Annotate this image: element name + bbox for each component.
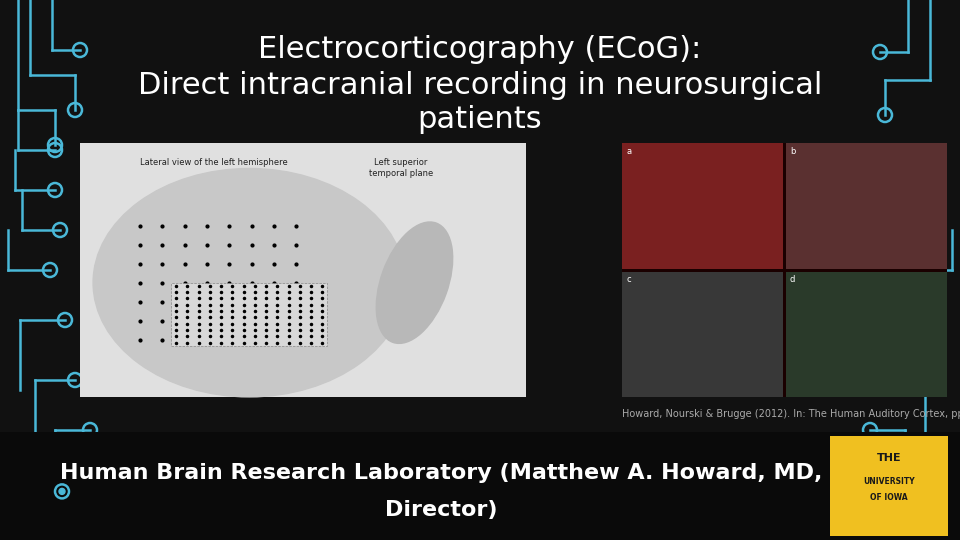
Bar (80, 143, 526, 397)
Text: UNIVERSITY: UNIVERSITY (863, 476, 915, 485)
Bar (622, 143, 782, 268)
Text: Left superior
temporal plane: Left superior temporal plane (369, 158, 433, 178)
Text: a: a (626, 147, 632, 156)
Text: Lateral view of the left hemisphere: Lateral view of the left hemisphere (140, 158, 287, 167)
Text: patients: patients (418, 105, 542, 134)
Bar (171, 283, 327, 346)
Circle shape (59, 488, 65, 495)
Text: Director): Director) (385, 500, 498, 520)
Ellipse shape (93, 168, 405, 397)
Bar (830, 436, 948, 536)
Text: b: b (790, 147, 795, 156)
Bar (622, 272, 782, 397)
Text: Human Brain Research Laboratory (Matthew A. Howard, MD,: Human Brain Research Laboratory (Matthew… (60, 463, 823, 483)
Text: Direct intracranial recording in neurosurgical: Direct intracranial recording in neurosu… (138, 71, 822, 99)
Text: THE: THE (876, 453, 901, 463)
Bar (622, 143, 947, 397)
Text: Electrocorticography (ECoG):: Electrocorticography (ECoG): (258, 36, 702, 64)
Text: d: d (790, 275, 795, 285)
Bar (0, 432, 960, 540)
Ellipse shape (376, 222, 453, 343)
Bar (786, 143, 947, 268)
Text: c: c (626, 275, 631, 285)
Text: OF IOWA: OF IOWA (870, 494, 908, 503)
Circle shape (59, 477, 65, 483)
Bar (786, 272, 947, 397)
Text: Howard, Nourski & Brugge (2012). In: The Human Auditory Cortex, pp. 39-67.: Howard, Nourski & Brugge (2012). In: The… (622, 409, 960, 419)
